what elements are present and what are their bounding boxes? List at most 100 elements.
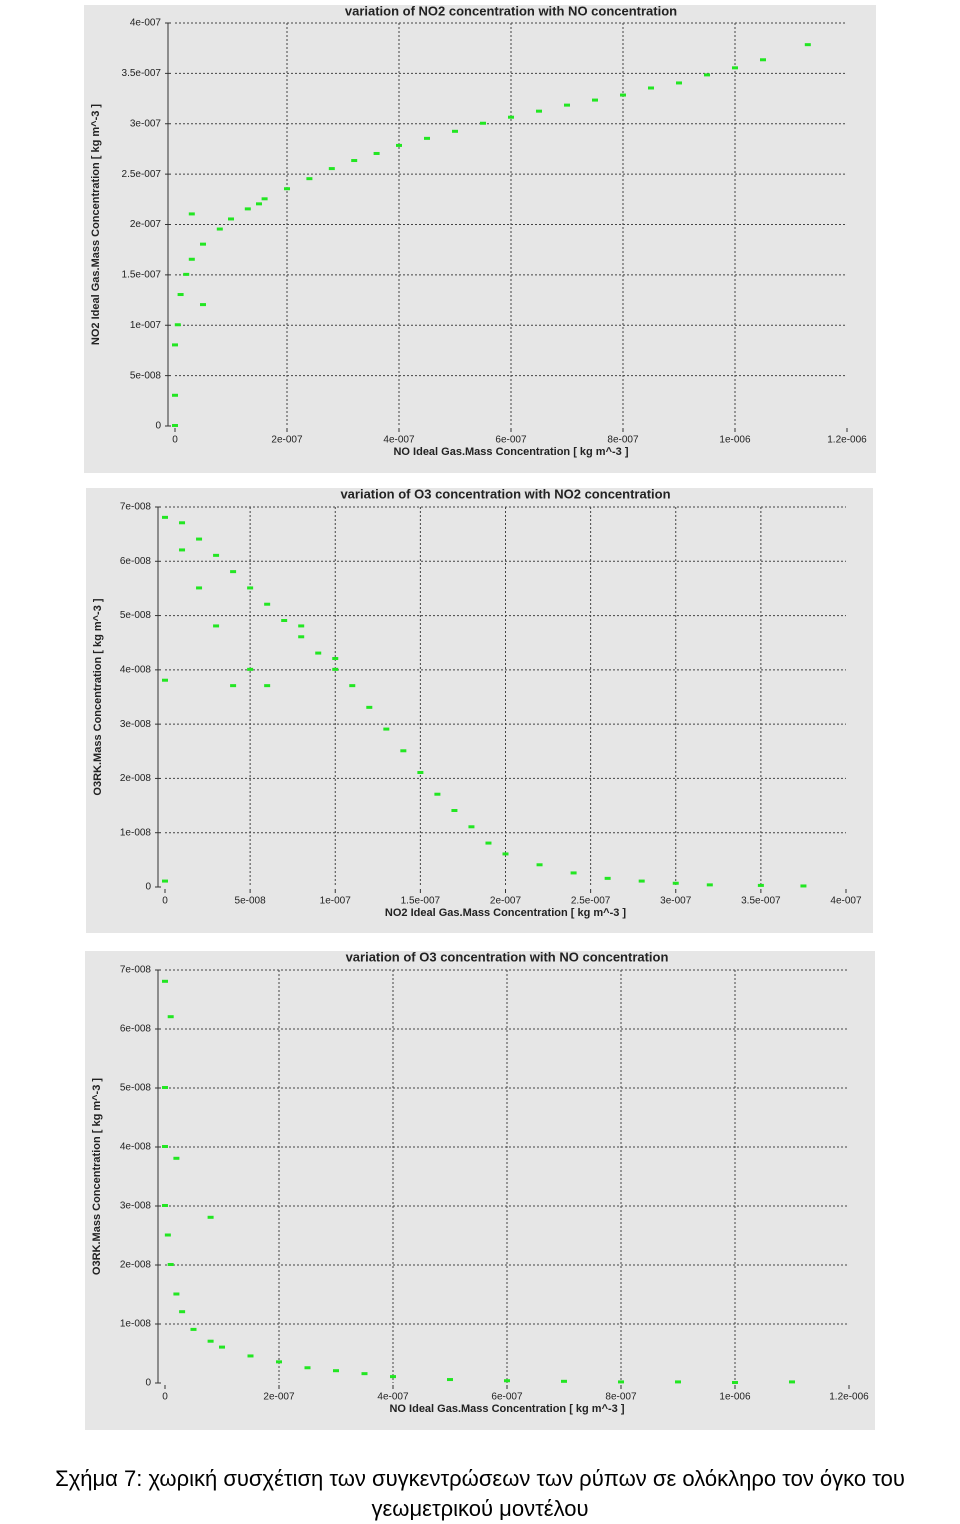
y-axis-label: O3RK.Mass Concentration [ kg m^-3 ]	[92, 598, 104, 795]
x-axis-label: NO Ideal Gas.Mass Concentration [ kg m^-…	[389, 1403, 624, 1415]
x-tick-label: 0	[172, 435, 178, 446]
y-tick-label: 1.5e-007	[122, 270, 162, 281]
x-tick-label: 8e-007	[605, 1392, 637, 1403]
point	[417, 771, 424, 774]
point	[485, 841, 492, 845]
x-tick-label: 1.2e-006	[827, 435, 867, 446]
point	[383, 727, 390, 731]
point	[219, 1345, 225, 1349]
y-tick-label: 4e-007	[130, 18, 162, 29]
panel	[85, 951, 875, 1430]
x-tick-label: 3.5e-007	[741, 896, 781, 907]
point	[261, 197, 268, 201]
point	[196, 537, 203, 541]
x-tick-label: 0	[162, 1392, 168, 1403]
y-tick-label: 7e-008	[120, 965, 152, 976]
x-tick-label: 4e-007	[383, 435, 415, 446]
y-tick-label: 5e-008	[130, 370, 162, 381]
point	[174, 323, 181, 327]
y-tick-label: 3.5e-007	[122, 68, 162, 79]
point	[400, 749, 407, 753]
point	[672, 881, 679, 885]
point	[676, 81, 682, 85]
y-tick-label: 4e-008	[120, 1142, 152, 1153]
point	[247, 1354, 254, 1358]
x-tick-label: 0	[162, 896, 168, 907]
chart-title: variation of O3 concentration with NO co…	[346, 949, 669, 964]
y-tick-label: 7e-008	[120, 502, 152, 513]
y-tick-label: 3e-008	[120, 1201, 152, 1212]
point	[228, 217, 234, 221]
point	[179, 1310, 186, 1314]
point	[264, 602, 271, 606]
point	[561, 1379, 567, 1383]
point	[230, 570, 237, 574]
y-tick-label: 1e-008	[120, 827, 152, 838]
y-tick-label: 1e-007	[130, 320, 162, 331]
point	[390, 1375, 396, 1379]
y-tick-label: 2e-007	[130, 219, 162, 230]
x-tick-label: 6e-007	[491, 1392, 523, 1403]
y-tick-label: 2e-008	[120, 773, 152, 784]
point	[315, 651, 322, 655]
y-tick-label: 0	[145, 882, 151, 893]
point	[328, 167, 335, 171]
point	[172, 424, 178, 427]
point	[732, 66, 738, 70]
x-axis-label: NO Ideal Gas.Mass Concentration [ kg m^-…	[393, 446, 628, 458]
point	[332, 657, 339, 660]
y-tick-label: 1e-008	[120, 1319, 152, 1330]
point	[183, 272, 190, 276]
point	[757, 883, 764, 887]
point	[304, 1366, 311, 1370]
point	[564, 103, 570, 107]
point	[373, 151, 380, 155]
point	[306, 177, 313, 181]
y-tick-label: 2.5e-007	[122, 169, 162, 180]
y-tick-label: 3e-008	[120, 719, 152, 730]
point	[162, 979, 168, 983]
point	[800, 884, 807, 888]
point	[164, 1233, 171, 1237]
point	[167, 1015, 174, 1019]
point	[173, 1156, 180, 1160]
point	[216, 227, 223, 231]
y-tick-label: 4e-008	[120, 664, 152, 675]
point	[704, 73, 710, 77]
point	[162, 1204, 168, 1207]
x-tick-label: 1.5e-007	[401, 896, 441, 907]
point	[447, 1378, 453, 1382]
point	[351, 159, 358, 163]
point	[508, 115, 514, 119]
point	[256, 202, 262, 206]
caption: Σχήμα 7: χωρική συσχέτιση των συγκεντρώσ…	[55, 1466, 905, 1521]
point	[536, 863, 543, 867]
x-axis-label: NO2 Ideal Gas.Mass Concentration [ kg m^…	[385, 907, 626, 919]
y-tick-label: 6e-008	[120, 556, 152, 567]
point	[638, 879, 645, 883]
x-tick-label: 2e-007	[263, 1392, 295, 1403]
point	[536, 109, 542, 113]
x-tick-label: 2e-007	[490, 896, 522, 907]
point	[332, 667, 339, 671]
point	[213, 553, 220, 557]
point	[452, 129, 458, 133]
point	[333, 1369, 339, 1373]
point	[451, 809, 458, 812]
point	[434, 792, 441, 796]
point	[706, 883, 713, 887]
point	[284, 187, 290, 191]
point	[244, 207, 251, 211]
point	[361, 1372, 368, 1376]
point	[276, 1360, 282, 1364]
x-tick-label: 4e-007	[377, 1392, 409, 1403]
point	[480, 121, 486, 125]
point	[732, 1381, 738, 1384]
point	[789, 1380, 795, 1384]
point	[366, 705, 373, 709]
point	[349, 684, 356, 688]
point	[167, 1263, 174, 1266]
point	[760, 58, 766, 62]
point	[298, 624, 305, 628]
